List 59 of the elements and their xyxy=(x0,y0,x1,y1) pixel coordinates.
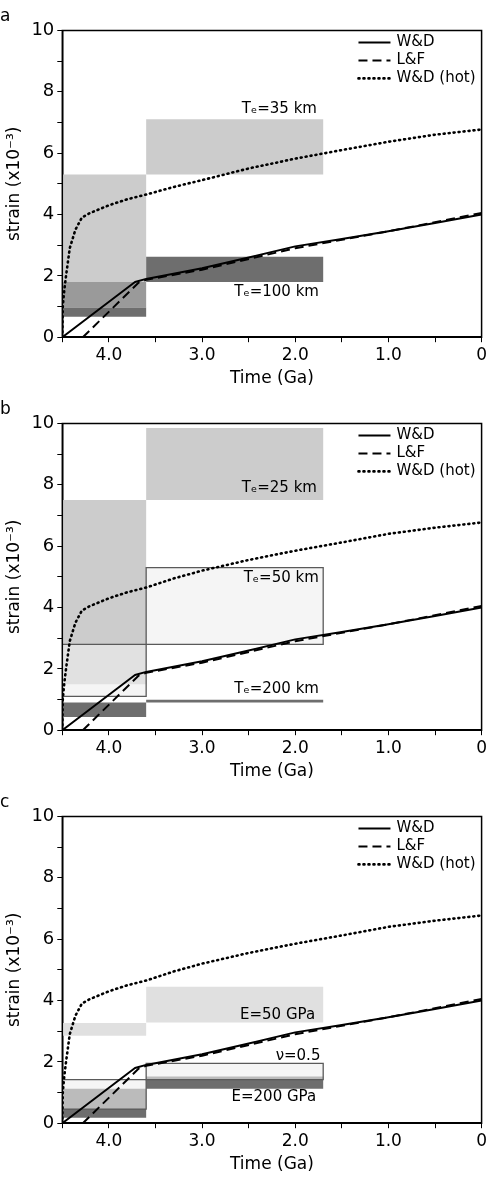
y-tick-label: 2 xyxy=(42,656,55,678)
y-axis-title: strain (x10⁻³) xyxy=(2,126,23,242)
y-tick-label: 10 xyxy=(31,411,55,433)
chart-title: a xyxy=(0,4,11,25)
legend-label: W&D (hot) xyxy=(396,854,476,873)
annotation: Tₑ=200 km xyxy=(233,679,319,698)
x-tick-label: 1.0 xyxy=(374,736,402,757)
x-tick-label: 1.0 xyxy=(374,343,402,364)
legend-label: W&D xyxy=(396,32,435,51)
x-tick-label: 4.0 xyxy=(95,1129,123,1150)
y-tick-label: 4 xyxy=(42,988,55,1010)
legend-label: W&D (hot) xyxy=(396,68,476,87)
chart-title: c xyxy=(0,790,10,811)
legend-label: W&D xyxy=(396,425,435,444)
y-tick-label: 6 xyxy=(42,926,55,948)
x-tick-label: 0 xyxy=(476,343,488,364)
annotation: ν=0.5 xyxy=(275,1045,321,1064)
y-tick-label: 8 xyxy=(42,865,55,887)
y-axis-title: strain (x10⁻³) xyxy=(2,912,23,1028)
x-tick-label: 4.0 xyxy=(95,343,123,364)
x-tick-label: 3.0 xyxy=(188,736,216,757)
x-tick-label: 2.0 xyxy=(281,343,309,364)
legend-label: L&F xyxy=(396,443,426,462)
legend-label: L&F xyxy=(396,50,426,69)
y-tick-label: 8 xyxy=(42,79,55,101)
y-tick-label: 10 xyxy=(31,18,55,40)
y-tick-label: 0 xyxy=(42,717,55,739)
y-tick-label: 4 xyxy=(42,202,55,224)
annotation: E=200 GPa xyxy=(231,1087,317,1106)
x-axis-title: Time (Ga) xyxy=(229,367,314,388)
annotation: E=50 GPa xyxy=(239,1005,316,1024)
legend-label: L&F xyxy=(396,836,426,855)
y-tick-label: 6 xyxy=(42,533,55,555)
y-tick-label: 6 xyxy=(42,140,55,162)
x-tick-label: 4.0 xyxy=(95,736,123,757)
y-tick-label: 2 xyxy=(42,1049,55,1071)
x-tick-label: 0 xyxy=(476,736,488,757)
chart-title: b xyxy=(0,397,11,418)
x-axis-title: Time (Ga) xyxy=(229,760,314,781)
x-tick-label: 0 xyxy=(476,1129,488,1150)
x-axis-title: Time (Ga) xyxy=(229,1153,314,1174)
annotation: Tₑ=50 km xyxy=(242,567,319,586)
y-tick-label: 4 xyxy=(42,595,55,617)
y-axis-title: strain (x10⁻³) xyxy=(2,519,23,635)
y-tick-label: 2 xyxy=(42,263,55,285)
x-tick-label: 1.0 xyxy=(374,1129,402,1150)
legend-label: W&D xyxy=(396,818,435,837)
annotation: Tₑ=100 km xyxy=(233,281,319,300)
y-tick-label: 0 xyxy=(42,324,55,346)
y-tick-label: 10 xyxy=(31,804,55,826)
annotation: Tₑ=25 km xyxy=(240,478,317,497)
legend-label: W&D (hot) xyxy=(396,461,476,480)
x-tick-label: 3.0 xyxy=(188,343,216,364)
x-tick-label: 2.0 xyxy=(281,736,309,757)
y-tick-label: 0 xyxy=(42,1110,55,1132)
x-tick-label: 3.0 xyxy=(188,1129,216,1150)
x-tick-label: 2.0 xyxy=(281,1129,309,1150)
annotation: Tₑ=35 km xyxy=(240,98,317,117)
y-tick-label: 8 xyxy=(42,472,55,494)
